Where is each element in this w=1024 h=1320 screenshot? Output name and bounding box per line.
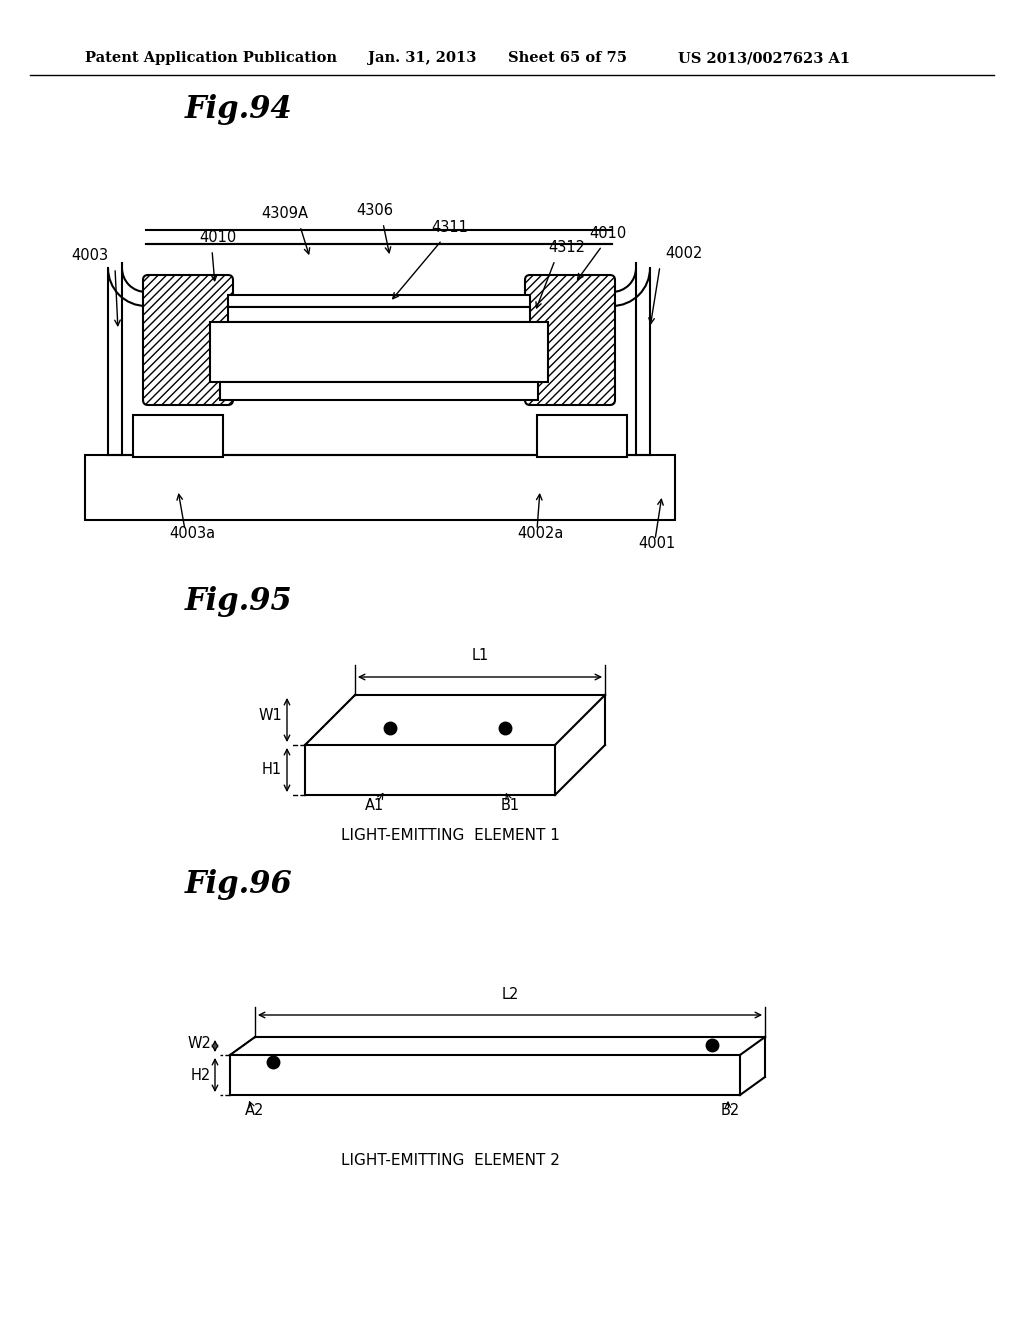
Text: 4003: 4003	[71, 248, 108, 263]
Bar	[537, 414, 627, 457]
Text: 4010: 4010	[590, 226, 627, 242]
Text: H1: H1	[262, 763, 282, 777]
Text: 4306: 4306	[356, 203, 393, 218]
FancyBboxPatch shape	[525, 275, 615, 405]
Text: A2: A2	[246, 1104, 264, 1118]
Text: LIGHT-EMITTING  ELEMENT 1: LIGHT-EMITTING ELEMENT 1	[341, 828, 559, 843]
Text: Patent Application Publication: Patent Application Publication	[85, 51, 337, 65]
Bar	[228, 308, 530, 322]
Bar	[85, 455, 675, 520]
Text: 4003a: 4003a	[169, 525, 215, 541]
Text: B2: B2	[720, 1104, 739, 1118]
Bar	[133, 414, 223, 457]
Text: W1: W1	[258, 708, 282, 722]
Bar	[220, 381, 538, 400]
FancyBboxPatch shape	[143, 275, 233, 405]
Text: Sheet 65 of 75: Sheet 65 of 75	[508, 51, 627, 65]
Text: Jan. 31, 2013: Jan. 31, 2013	[368, 51, 476, 65]
Bar	[228, 294, 530, 308]
Text: 4002: 4002	[665, 246, 702, 261]
Text: W2: W2	[187, 1035, 211, 1051]
Text: L2: L2	[502, 987, 519, 1002]
Text: US 2013/0027623 A1: US 2013/0027623 A1	[678, 51, 850, 65]
Text: Fig.95: Fig.95	[185, 586, 293, 616]
Text: 4002a: 4002a	[517, 525, 563, 541]
Bar	[210, 322, 548, 381]
Text: LIGHT-EMITTING  ELEMENT 2: LIGHT-EMITTING ELEMENT 2	[341, 1152, 559, 1168]
Text: H2: H2	[190, 1068, 211, 1082]
Text: 4010: 4010	[200, 230, 237, 246]
Text: 4001: 4001	[638, 536, 675, 550]
Text: 4309A: 4309A	[261, 206, 308, 220]
Text: Fig.96: Fig.96	[185, 869, 293, 900]
Text: L1: L1	[471, 648, 488, 663]
Text: A1: A1	[366, 799, 385, 813]
Text: B1: B1	[501, 799, 519, 813]
Text: 4311: 4311	[431, 220, 468, 235]
Text: Fig.94: Fig.94	[185, 94, 293, 125]
Text: 4312: 4312	[548, 240, 585, 255]
